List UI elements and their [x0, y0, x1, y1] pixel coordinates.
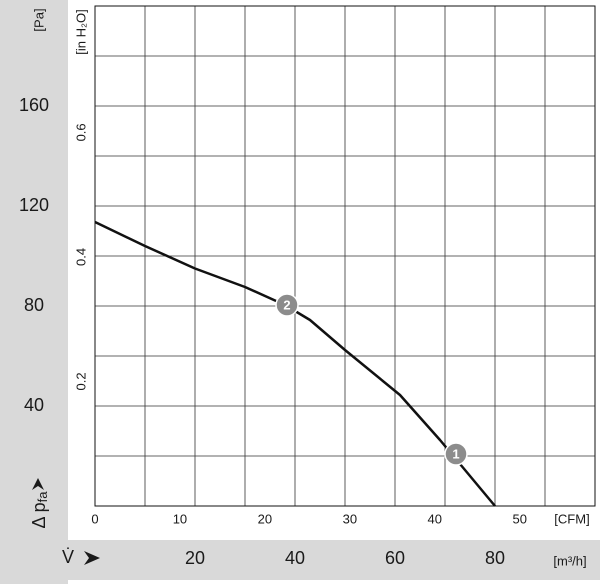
- y2-axis-unit: [in H₂O]: [73, 9, 88, 55]
- x2-tick-label: 0: [91, 511, 98, 526]
- y2-tick-label: 0.4: [73, 248, 88, 266]
- y-tick-label: 160: [19, 95, 49, 115]
- operating-point: [444, 442, 468, 466]
- x-tick-label: 60: [385, 548, 405, 568]
- pressure-symbol-sub: fa: [35, 491, 50, 503]
- plot-border: [94, 5, 596, 507]
- x-tick-label: 80: [485, 548, 505, 568]
- operating-point: [275, 293, 299, 317]
- flow-symbol: V̇: [62, 547, 74, 567]
- x2-tick-label: 10: [173, 511, 187, 526]
- operating-point-label: 2: [283, 297, 290, 312]
- y-arrow: [32, 478, 44, 490]
- pressure-symbol: Δ pfa: [29, 491, 51, 529]
- y-axis-unit: [Pa]: [31, 8, 46, 31]
- bottom-band: [0, 540, 600, 580]
- x-arrow: [84, 551, 100, 565]
- x-tick-label: 40: [285, 548, 305, 568]
- x2-tick-label: 40: [428, 511, 442, 526]
- x-axis-unit: [m³/h]: [553, 553, 586, 568]
- x-tick-label: 20: [185, 548, 205, 568]
- y2-tick-label: 0.2: [73, 372, 88, 390]
- pressure-symbol-main: Δ p: [29, 502, 49, 528]
- y-tick-label: 120: [19, 195, 49, 215]
- x2-tick-label: 20: [258, 511, 272, 526]
- y-tick-label: 80: [24, 295, 44, 315]
- plot: 21: [94, 220, 496, 507]
- x2-tick-label: 30: [343, 511, 357, 526]
- fan-curve: [94, 220, 496, 507]
- left-band: [0, 0, 68, 584]
- operating-point-label: 1: [452, 446, 459, 461]
- y-tick-label: 40: [24, 395, 44, 415]
- y2-tick-label: 0.6: [73, 123, 88, 141]
- x2-tick-label: 50: [513, 511, 527, 526]
- x2-axis-unit: [CFM]: [554, 511, 589, 526]
